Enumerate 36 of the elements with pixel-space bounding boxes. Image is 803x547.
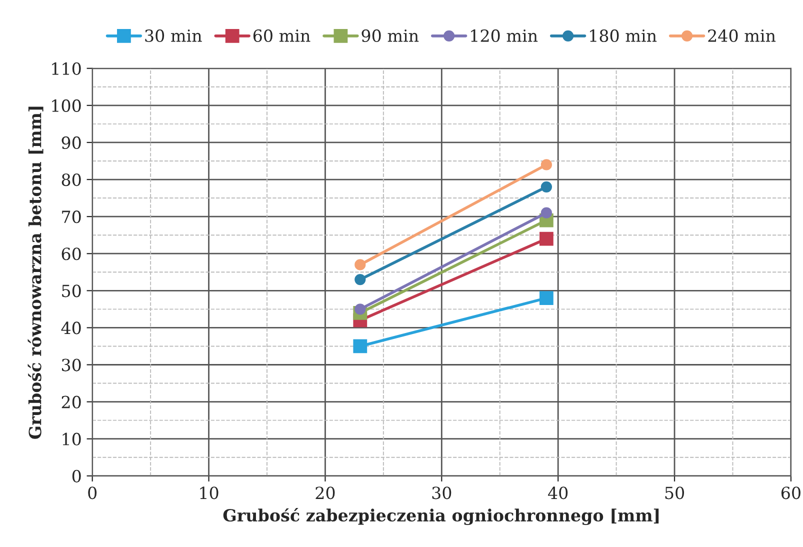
y-tick-label: 110 <box>52 62 81 75</box>
point <box>540 207 552 218</box>
legend-label: 180 min <box>590 29 657 42</box>
y-tick-label: 0 <box>72 470 81 482</box>
y-tick-label: 80 <box>62 173 81 186</box>
x-tick-label: 50 <box>665 486 684 500</box>
point <box>354 304 366 315</box>
x-tick-label: 10 <box>200 486 218 500</box>
point <box>353 339 368 354</box>
y-tick-label: 60 <box>62 248 81 260</box>
x-tick-label: 0 <box>88 486 97 500</box>
y-tick-label: 30 <box>62 358 81 372</box>
point <box>539 232 554 246</box>
y-tick-label: 10 <box>62 432 81 446</box>
legend-label: 60 min <box>253 29 310 42</box>
y-tick-label: 70 <box>62 210 81 224</box>
x-tick-label: 30 <box>432 486 452 500</box>
point <box>540 159 552 170</box>
point <box>540 181 552 192</box>
point <box>354 274 366 286</box>
y-tick-label: 20 <box>62 396 81 408</box>
legend-label: 240 min <box>708 29 776 42</box>
point <box>354 259 366 270</box>
x-tick-label: 40 <box>548 486 568 500</box>
x-tick-label: 60 <box>781 486 800 500</box>
y-tick-label: 100 <box>52 99 81 112</box>
y-tick-label: 40 <box>61 322 81 334</box>
point <box>539 291 554 306</box>
y-tick-label: 50 <box>62 284 81 298</box>
legend-label: 30 min <box>145 29 202 42</box>
x-tick-label: 20 <box>316 486 335 500</box>
x-axis-title: Grubość zabezpieczenia ogniochronnego [mm] <box>223 508 659 526</box>
legend-label: 120 min <box>471 29 538 42</box>
y-tick-label: 90 <box>62 136 81 150</box>
y-axis-title: Grubość równowarzna betonu [mm] <box>28 106 44 439</box>
legend-label: 90 min <box>362 29 419 42</box>
